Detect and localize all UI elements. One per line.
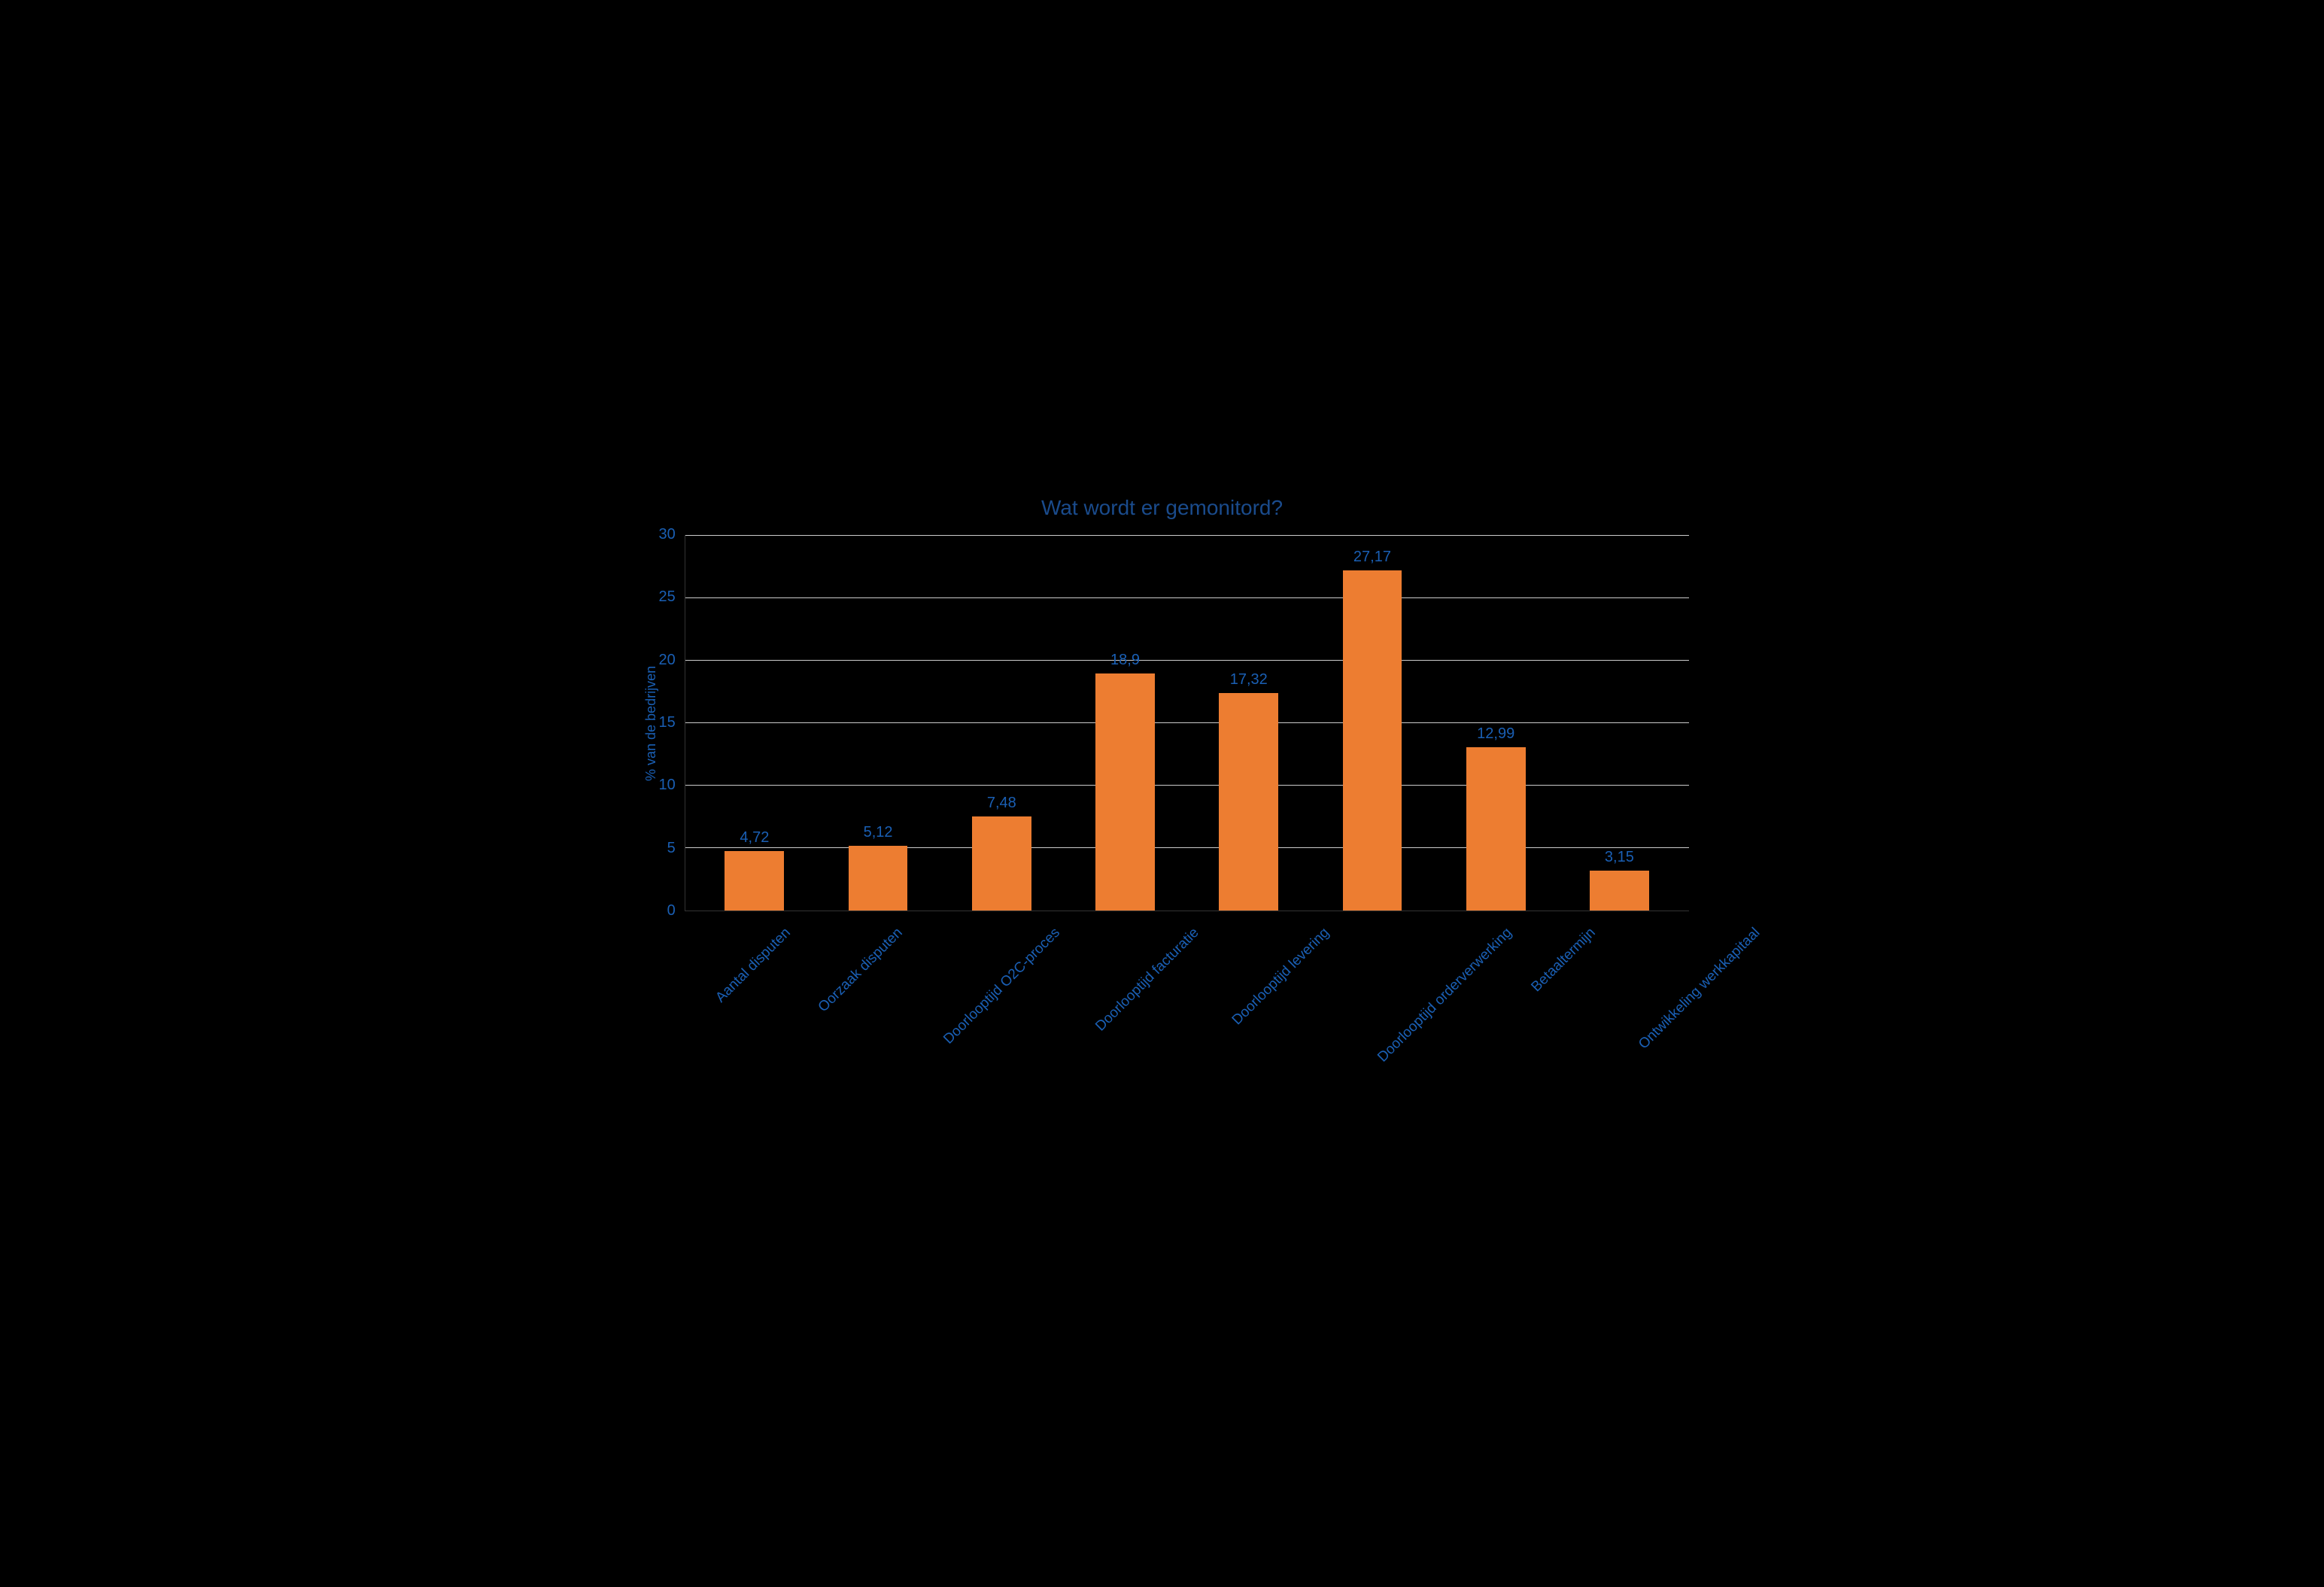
bar-value-label: 17,32	[1230, 671, 1268, 689]
chart-body: % van de bedrijven 302520151050 4,72 5,12…	[636, 535, 1689, 911]
bar-value-label: 27,17	[1353, 549, 1391, 566]
x-tick: Doorlooptijd facturatie	[1044, 911, 1183, 935]
x-tick: Doorlooptijd levering	[1183, 911, 1314, 935]
x-tick-label: Doorlooptijd levering	[1229, 925, 1332, 1029]
bar	[972, 816, 1031, 910]
bar	[1095, 673, 1155, 910]
bar	[1343, 570, 1402, 911]
bar-slot: 12,99	[1434, 535, 1557, 911]
bar-value-label: 12,99	[1477, 725, 1514, 743]
x-tick-label: Betaaltermijn	[1528, 925, 1599, 996]
x-axis-region: Aantal disputenOorzaak disputenDoorloopt…	[669, 911, 1751, 1092]
bar-slot: 4,72	[693, 535, 816, 911]
bar	[849, 846, 908, 910]
y-axis-label: % van de bedrijven	[636, 535, 659, 911]
bar-value-label: 7,48	[987, 795, 1016, 812]
bar	[1219, 693, 1278, 910]
bar	[1466, 747, 1526, 910]
y-axis: 302520151050	[659, 535, 685, 911]
x-tick: Doorlooptijd orderverwerking	[1314, 911, 1496, 935]
x-tick: Doorlooptijd O2C-proces	[887, 911, 1044, 935]
bar-slot: 18,9	[1063, 535, 1186, 911]
bar-chart: Wat wordt er gemonitord? % van de bedrij…	[636, 496, 1689, 1092]
bar	[725, 851, 784, 911]
x-tick-label: Doorlooptijd orderverwerking	[1375, 925, 1515, 1066]
chart-title: Wat wordt er gemonitord?	[636, 496, 1689, 520]
bar-value-label: 18,9	[1110, 652, 1140, 669]
bars-region: 4,72 5,12 7,48 18,9 17,32 27,17 12,99 3,15	[685, 535, 1689, 911]
x-tick-label: Oorzaak disputen	[815, 925, 906, 1016]
bar-slot: 3,15	[1557, 535, 1681, 911]
x-tick-label: Doorlooptijd facturatie	[1092, 925, 1202, 1035]
x-axis: Aantal disputenOorzaak disputenDoorloopt…	[669, 911, 1751, 935]
x-tick-label: Doorlooptijd O2C-proces	[940, 925, 1063, 1047]
bar	[1590, 871, 1649, 910]
x-tick-label: Aantal disputen	[712, 925, 794, 1006]
bar-value-label: 3,15	[1605, 849, 1634, 866]
bar-slot: 17,32	[1187, 535, 1311, 911]
bar-slot: 27,17	[1311, 535, 1434, 911]
bar-value-label: 5,12	[864, 824, 893, 841]
plot-area: 4,72 5,12 7,48 18,9 17,32 27,17 12,99 3,15	[685, 535, 1689, 911]
x-tick-label: Ontwikkeling werkkapitaal	[1636, 925, 1764, 1053]
x-tick: Oorzaak disputen	[775, 911, 887, 935]
bar-value-label: 4,72	[740, 829, 769, 847]
x-tick: Aantal disputen	[676, 911, 775, 935]
x-tick: Ontwikkeling werkkapitaal	[1580, 911, 1745, 935]
bar-slot: 5,12	[816, 535, 940, 911]
bar-slot: 7,48	[940, 535, 1063, 911]
